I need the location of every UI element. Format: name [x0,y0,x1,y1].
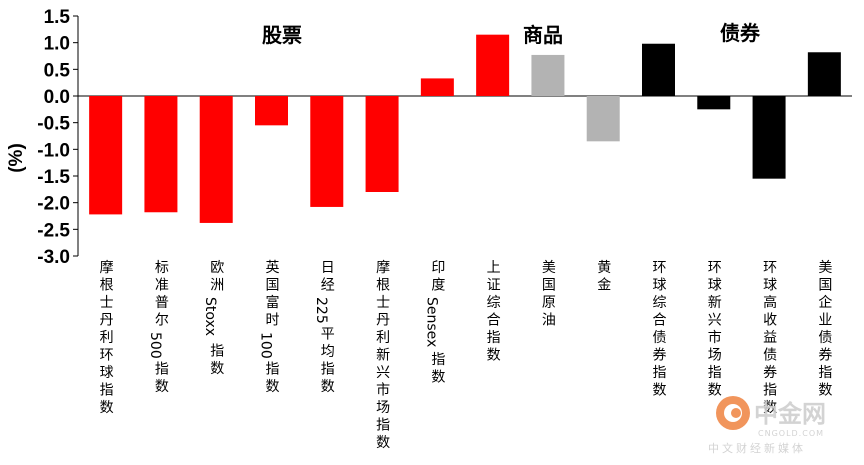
bar [365,96,399,192]
y-axis: 1.5 1.0 0.5 0.0 -0.5 -1.0 -1.5 -2.0 -2.5 -3.0 [37,7,852,268]
category-label-latin: 500 [147,332,163,359]
bar [807,52,841,96]
y-tick-label: -1.5 [37,167,70,188]
watermark-brand: 中金网 [754,400,826,428]
y-tick-label: 1.0 [44,34,70,55]
category-labels: 摩根士丹利环球指数 500 标准普尔指数 Stoxx 欧洲指数 100 英国富时… [100,259,833,451]
bar [144,96,178,213]
category-label: 上证综合指数 [487,260,501,364]
category-label-latin: Sensex [423,297,439,347]
category-label: 环球高收益债券指数 [763,260,777,416]
bar [255,96,288,126]
bar [89,96,123,215]
group-label-bg [694,15,786,49]
y-tick-label: -1.0 [37,140,70,161]
category-label: 美国企业债券指数 [818,260,832,399]
bars [89,34,841,223]
y-tick-label: -3.0 [37,247,70,268]
bar [310,96,344,207]
bar [199,96,233,223]
category-label: 黄金 [597,259,611,294]
bar [752,96,786,179]
category-label: 摩根士丹利新兴市场指数 [376,259,390,451]
watermark-logo-core [731,408,741,418]
bar [476,34,510,96]
category-label: 欧洲指数 [210,260,224,377]
category-label: 美国原油 [542,260,556,329]
category-label: 环球新兴市场指数 [708,260,722,399]
group-label-bg [513,17,573,51]
bar [420,78,454,96]
category-label: 印度指数 [431,260,445,386]
category-label-latin: 225 [313,297,329,324]
y-tick-label: -2.0 [37,194,70,215]
bar [586,96,620,142]
category-label: 环球综合债券指数 [653,260,667,399]
watermark: 中金网 CNGOLD.COM 中文财经新媒体 [708,396,826,455]
y-tick-label: 0.5 [44,60,71,81]
category-label-latin: Stoxx [202,297,218,336]
y-tick-label: 1.5 [44,7,71,28]
bar [697,96,731,110]
group-label: 股票 [262,23,302,47]
watermark-tagline: 中文财经新媒体 [708,441,806,455]
y-tick-label: -2.5 [37,220,70,241]
group-label: 债券 [720,21,761,45]
category-label-latin: 100 [258,332,274,359]
category-label: 摩根士丹利环球指数 [100,259,114,416]
category-label: 标准普尔指数 [155,260,169,395]
category-label: 英国富时指数 [266,259,280,395]
watermark-domain: CNGOLD.COM [758,429,824,438]
category-label: 日经平均指数 [321,260,335,395]
y-tick-label: 0.0 [44,87,70,108]
group-labels: 股票 商品 债券 [262,15,786,51]
y-tick-label: -0.5 [37,114,70,135]
group-label: 商品 [523,23,563,47]
y-axis-label: (%) [6,143,27,173]
bar [642,43,675,96]
bar [531,54,565,96]
